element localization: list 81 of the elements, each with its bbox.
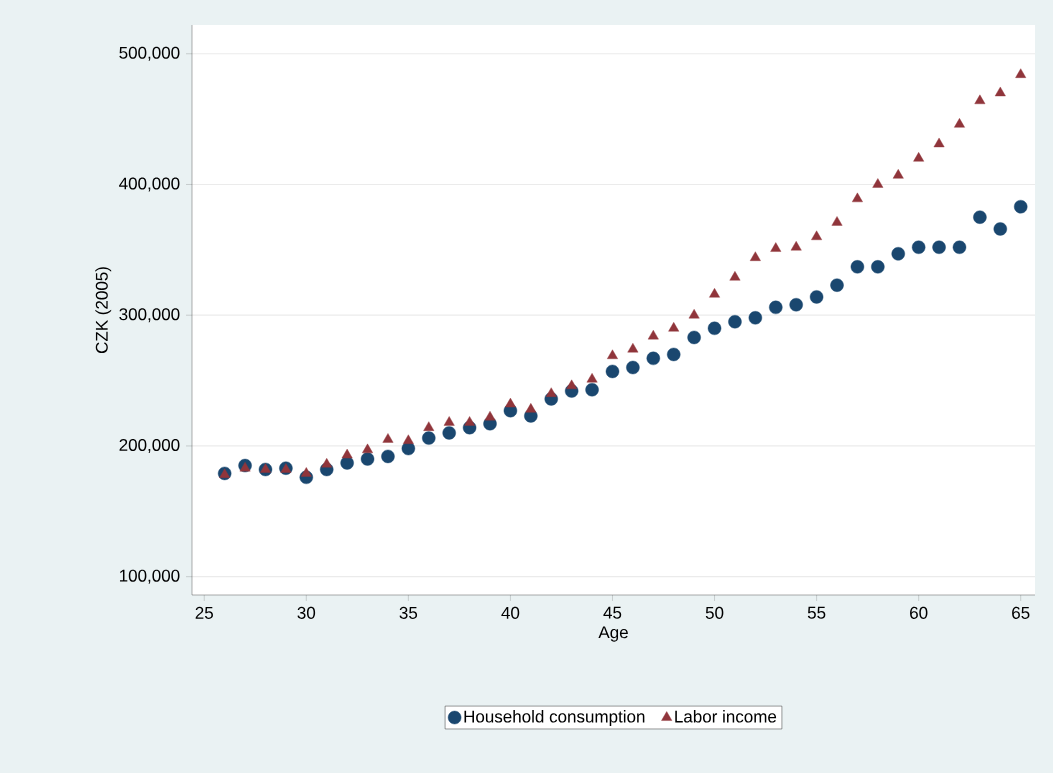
point (442, 426, 456, 440)
point (952, 240, 967, 254)
point (362, 443, 373, 454)
x-tick-label: 65 (1012, 606, 1030, 619)
point (1015, 68, 1027, 78)
x-tick-label: 30 (297, 606, 316, 619)
point (260, 463, 271, 473)
point (729, 271, 741, 281)
point (932, 240, 946, 254)
x-tick-label: 55 (807, 606, 826, 619)
point (525, 403, 537, 413)
point (809, 290, 824, 304)
point (954, 118, 965, 128)
point (789, 298, 803, 312)
y-axis-title: CZK (2005) (95, 267, 112, 354)
point (423, 421, 435, 431)
point (647, 329, 659, 340)
point (626, 360, 640, 375)
point (749, 251, 761, 261)
x-tick-label: 50 (705, 606, 724, 619)
point (607, 349, 618, 359)
point (382, 433, 394, 443)
point (831, 216, 843, 226)
point (770, 242, 782, 252)
x-tick-label: 45 (603, 606, 622, 619)
point (381, 449, 395, 464)
point (402, 434, 414, 444)
y-tick-label: 200,000 (119, 438, 180, 453)
x-tick-label: 25 (195, 606, 213, 619)
point (443, 416, 455, 426)
point (852, 192, 863, 203)
point (707, 321, 722, 335)
point (974, 94, 986, 105)
point (891, 247, 905, 261)
x-tick-label: 40 (501, 606, 520, 619)
point (973, 210, 987, 224)
point (892, 169, 904, 179)
point (748, 311, 763, 325)
point (811, 230, 822, 240)
point (422, 431, 436, 445)
point (605, 364, 620, 379)
point (728, 315, 742, 329)
point (872, 178, 884, 188)
point (709, 288, 720, 298)
point (871, 260, 885, 274)
point (484, 410, 496, 421)
point (994, 86, 1006, 97)
point (566, 379, 578, 390)
point (688, 309, 700, 319)
point (1014, 200, 1028, 214)
point (850, 260, 865, 274)
y-tick-label: 300,000 (119, 308, 180, 323)
point (300, 467, 312, 477)
point (505, 397, 516, 408)
y-tick-label: 100,000 (119, 569, 180, 584)
point (769, 300, 783, 315)
point (321, 458, 333, 468)
point (790, 241, 802, 251)
legend-label: Household consumption (464, 710, 645, 726)
x-axis-title: Age (598, 626, 628, 642)
point (586, 373, 598, 383)
point (646, 351, 660, 366)
point (360, 452, 375, 466)
point (585, 383, 599, 397)
point (687, 330, 701, 345)
x-tick-label: 60 (910, 606, 928, 619)
point (830, 278, 844, 292)
x-tick-label: 35 (399, 606, 418, 619)
point (993, 222, 1007, 236)
legend-label: Labor income (675, 710, 777, 723)
y-tick-label: 400,000 (119, 177, 180, 192)
point (933, 137, 945, 148)
point (911, 240, 926, 254)
point (668, 322, 680, 332)
point (913, 152, 925, 162)
point (545, 387, 557, 397)
point (341, 448, 353, 459)
point (667, 347, 681, 362)
point (464, 416, 475, 426)
point (627, 343, 639, 353)
y-tick-label: 500,000 (119, 46, 180, 61)
